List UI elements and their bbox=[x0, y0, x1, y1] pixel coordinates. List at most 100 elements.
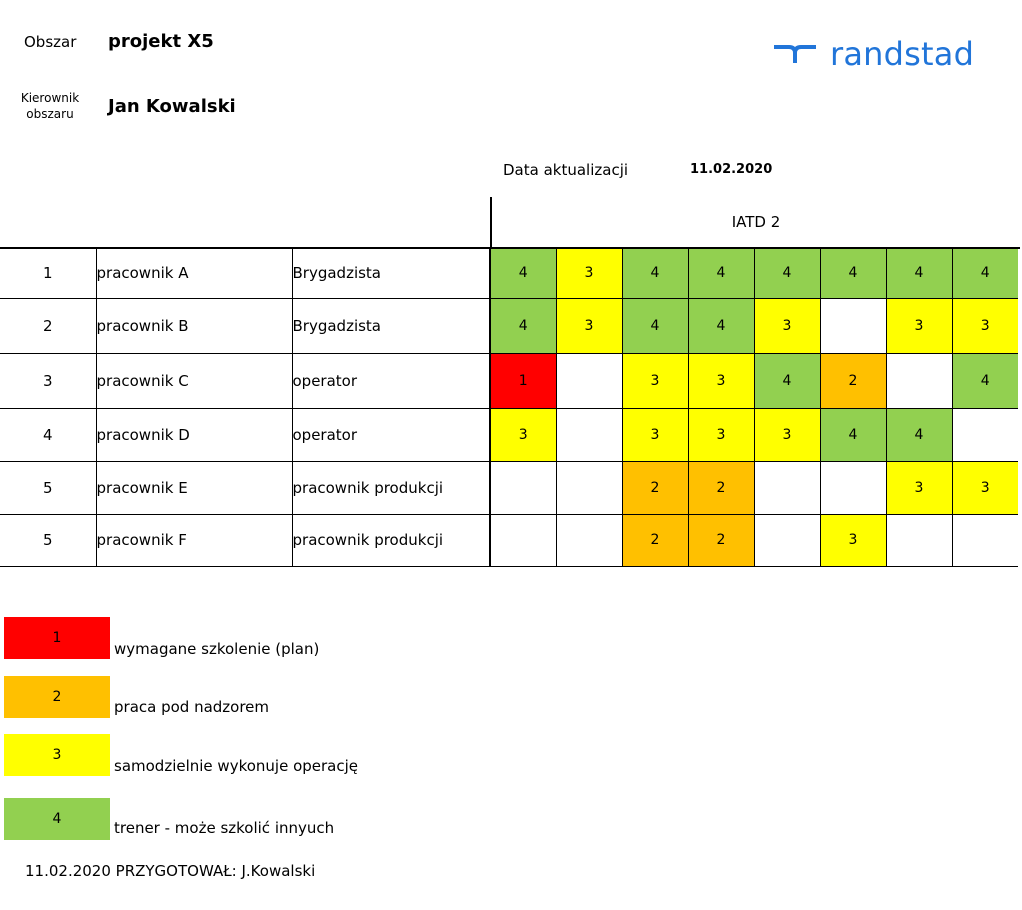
score-cell bbox=[952, 514, 1018, 567]
row-number: 5 bbox=[0, 461, 97, 515]
employee-name: pracownik E bbox=[96, 461, 293, 515]
area-label: Obszar bbox=[24, 33, 77, 51]
score-cell bbox=[556, 408, 623, 462]
score-cell: 3 bbox=[688, 408, 755, 462]
score-cell: 4 bbox=[688, 298, 755, 354]
manager-label-line2: obszaru bbox=[26, 107, 74, 121]
score-cell bbox=[490, 514, 557, 567]
employee-name: pracownik B bbox=[96, 298, 293, 354]
score-cell: 3 bbox=[556, 249, 623, 299]
employee-role: pracownik produkcji bbox=[292, 461, 491, 515]
competency-group-header: IATD 2 bbox=[490, 197, 1020, 247]
row-number: 5 bbox=[0, 514, 97, 567]
score-cell bbox=[754, 461, 821, 515]
score-cell: 3 bbox=[820, 514, 887, 567]
area-value: projekt X5 bbox=[108, 31, 214, 52]
footer-prepared-by: 11.02.2020 PRZYGOTOWAŁ: J.Kowalski bbox=[25, 862, 316, 880]
score-cell bbox=[886, 514, 953, 567]
score-cell: 4 bbox=[490, 298, 557, 354]
legend-box-1: 1 bbox=[4, 617, 110, 659]
row-number: 2 bbox=[0, 298, 97, 354]
competency-matrix: 1 pracownik A Brygadzista 4 3 4 4 4 4 4 4 2 pracowni… bbox=[0, 249, 1018, 567]
score-cell: 4 bbox=[952, 353, 1018, 409]
score-cell bbox=[556, 461, 623, 515]
score-cell: 4 bbox=[754, 249, 821, 299]
score-cell: 4 bbox=[820, 249, 887, 299]
score-cell: 4 bbox=[886, 408, 953, 462]
score-cell: 2 bbox=[688, 514, 755, 567]
score-cell: 3 bbox=[688, 353, 755, 409]
score-cell: 3 bbox=[952, 298, 1018, 354]
employee-role: Brygadzista bbox=[292, 249, 491, 299]
legend-level-2: 2 bbox=[52, 689, 62, 705]
manager-label: Kierownik obszaru bbox=[14, 90, 86, 122]
legend-level-4: 4 bbox=[52, 811, 62, 827]
employee-name: pracownik D bbox=[96, 408, 293, 462]
score-cell: 4 bbox=[952, 249, 1018, 299]
score-cell: 2 bbox=[688, 461, 755, 515]
score-cell: 3 bbox=[622, 353, 689, 409]
score-cell: 3 bbox=[952, 461, 1018, 515]
score-cell bbox=[820, 298, 887, 354]
employee-role: operator bbox=[292, 353, 491, 409]
score-cell: 4 bbox=[622, 298, 689, 354]
score-cell: 4 bbox=[820, 408, 887, 462]
employee-role: Brygadzista bbox=[292, 298, 491, 354]
matrix-body: 1 pracownik A Brygadzista 4 3 4 4 4 4 4 4 2 pracowni… bbox=[0, 249, 1018, 567]
legend-box-4: 4 bbox=[4, 798, 110, 840]
legend-text-2: praca pod nadzorem bbox=[114, 698, 270, 716]
score-cell: 3 bbox=[556, 298, 623, 354]
legend-level-1: 1 bbox=[52, 630, 62, 646]
employee-name: pracownik F bbox=[96, 514, 293, 567]
legend-box-2: 2 bbox=[4, 676, 110, 718]
score-cell bbox=[556, 514, 623, 567]
score-cell: 4 bbox=[754, 353, 821, 409]
score-cell bbox=[886, 353, 953, 409]
score-cell bbox=[754, 514, 821, 567]
score-cell: 4 bbox=[490, 249, 557, 299]
legend-level-3: 3 bbox=[52, 747, 62, 763]
score-cell bbox=[556, 353, 623, 409]
score-cell bbox=[952, 408, 1018, 462]
randstad-logo: randstad bbox=[772, 36, 974, 72]
score-cell: 2 bbox=[622, 514, 689, 567]
row-number: 3 bbox=[0, 353, 97, 409]
score-cell: 4 bbox=[622, 249, 689, 299]
score-cell bbox=[820, 461, 887, 515]
legend-text-1: wymagane szkolenie (plan) bbox=[114, 640, 320, 658]
employee-name: pracownik A bbox=[96, 249, 293, 299]
score-cell: 3 bbox=[886, 298, 953, 354]
score-cell: 2 bbox=[622, 461, 689, 515]
row-number: 4 bbox=[0, 408, 97, 462]
table-row: 2 pracownik B Brygadzista 4 3 4 4 3 3 3 bbox=[0, 298, 1018, 354]
score-cell bbox=[490, 461, 557, 515]
legend-text-4: trener - może szkolić innyuch bbox=[114, 819, 335, 837]
logo-text: randstad bbox=[830, 35, 975, 73]
matrix-top-rule bbox=[0, 247, 1020, 249]
table-row: 1 pracownik A Brygadzista 4 3 4 4 4 4 4 4 bbox=[0, 249, 1018, 299]
legend-box-3: 3 bbox=[4, 734, 110, 776]
score-cell: 3 bbox=[754, 408, 821, 462]
score-cell: 3 bbox=[886, 461, 953, 515]
randstad-logo-icon bbox=[774, 45, 816, 63]
employee-role: operator bbox=[292, 408, 491, 462]
score-cell: 4 bbox=[688, 249, 755, 299]
legend-text-3: samodzielnie wykonuje operację bbox=[114, 757, 359, 775]
employee-name: pracownik C bbox=[96, 353, 293, 409]
row-number: 1 bbox=[0, 249, 97, 299]
competency-group-label: IATD 2 bbox=[731, 213, 781, 231]
update-date-label: Data aktualizacji bbox=[503, 161, 629, 179]
score-cell: 1 bbox=[490, 353, 557, 409]
manager-value: Jan Kowalski bbox=[108, 96, 236, 117]
score-cell: 2 bbox=[820, 353, 887, 409]
score-cell: 4 bbox=[886, 249, 953, 299]
score-cell: 3 bbox=[622, 408, 689, 462]
score-cell: 3 bbox=[754, 298, 821, 354]
manager-label-line1: Kierownik bbox=[20, 91, 80, 105]
score-cell: 3 bbox=[490, 408, 557, 462]
employee-role: pracownik produkcji bbox=[292, 514, 491, 567]
